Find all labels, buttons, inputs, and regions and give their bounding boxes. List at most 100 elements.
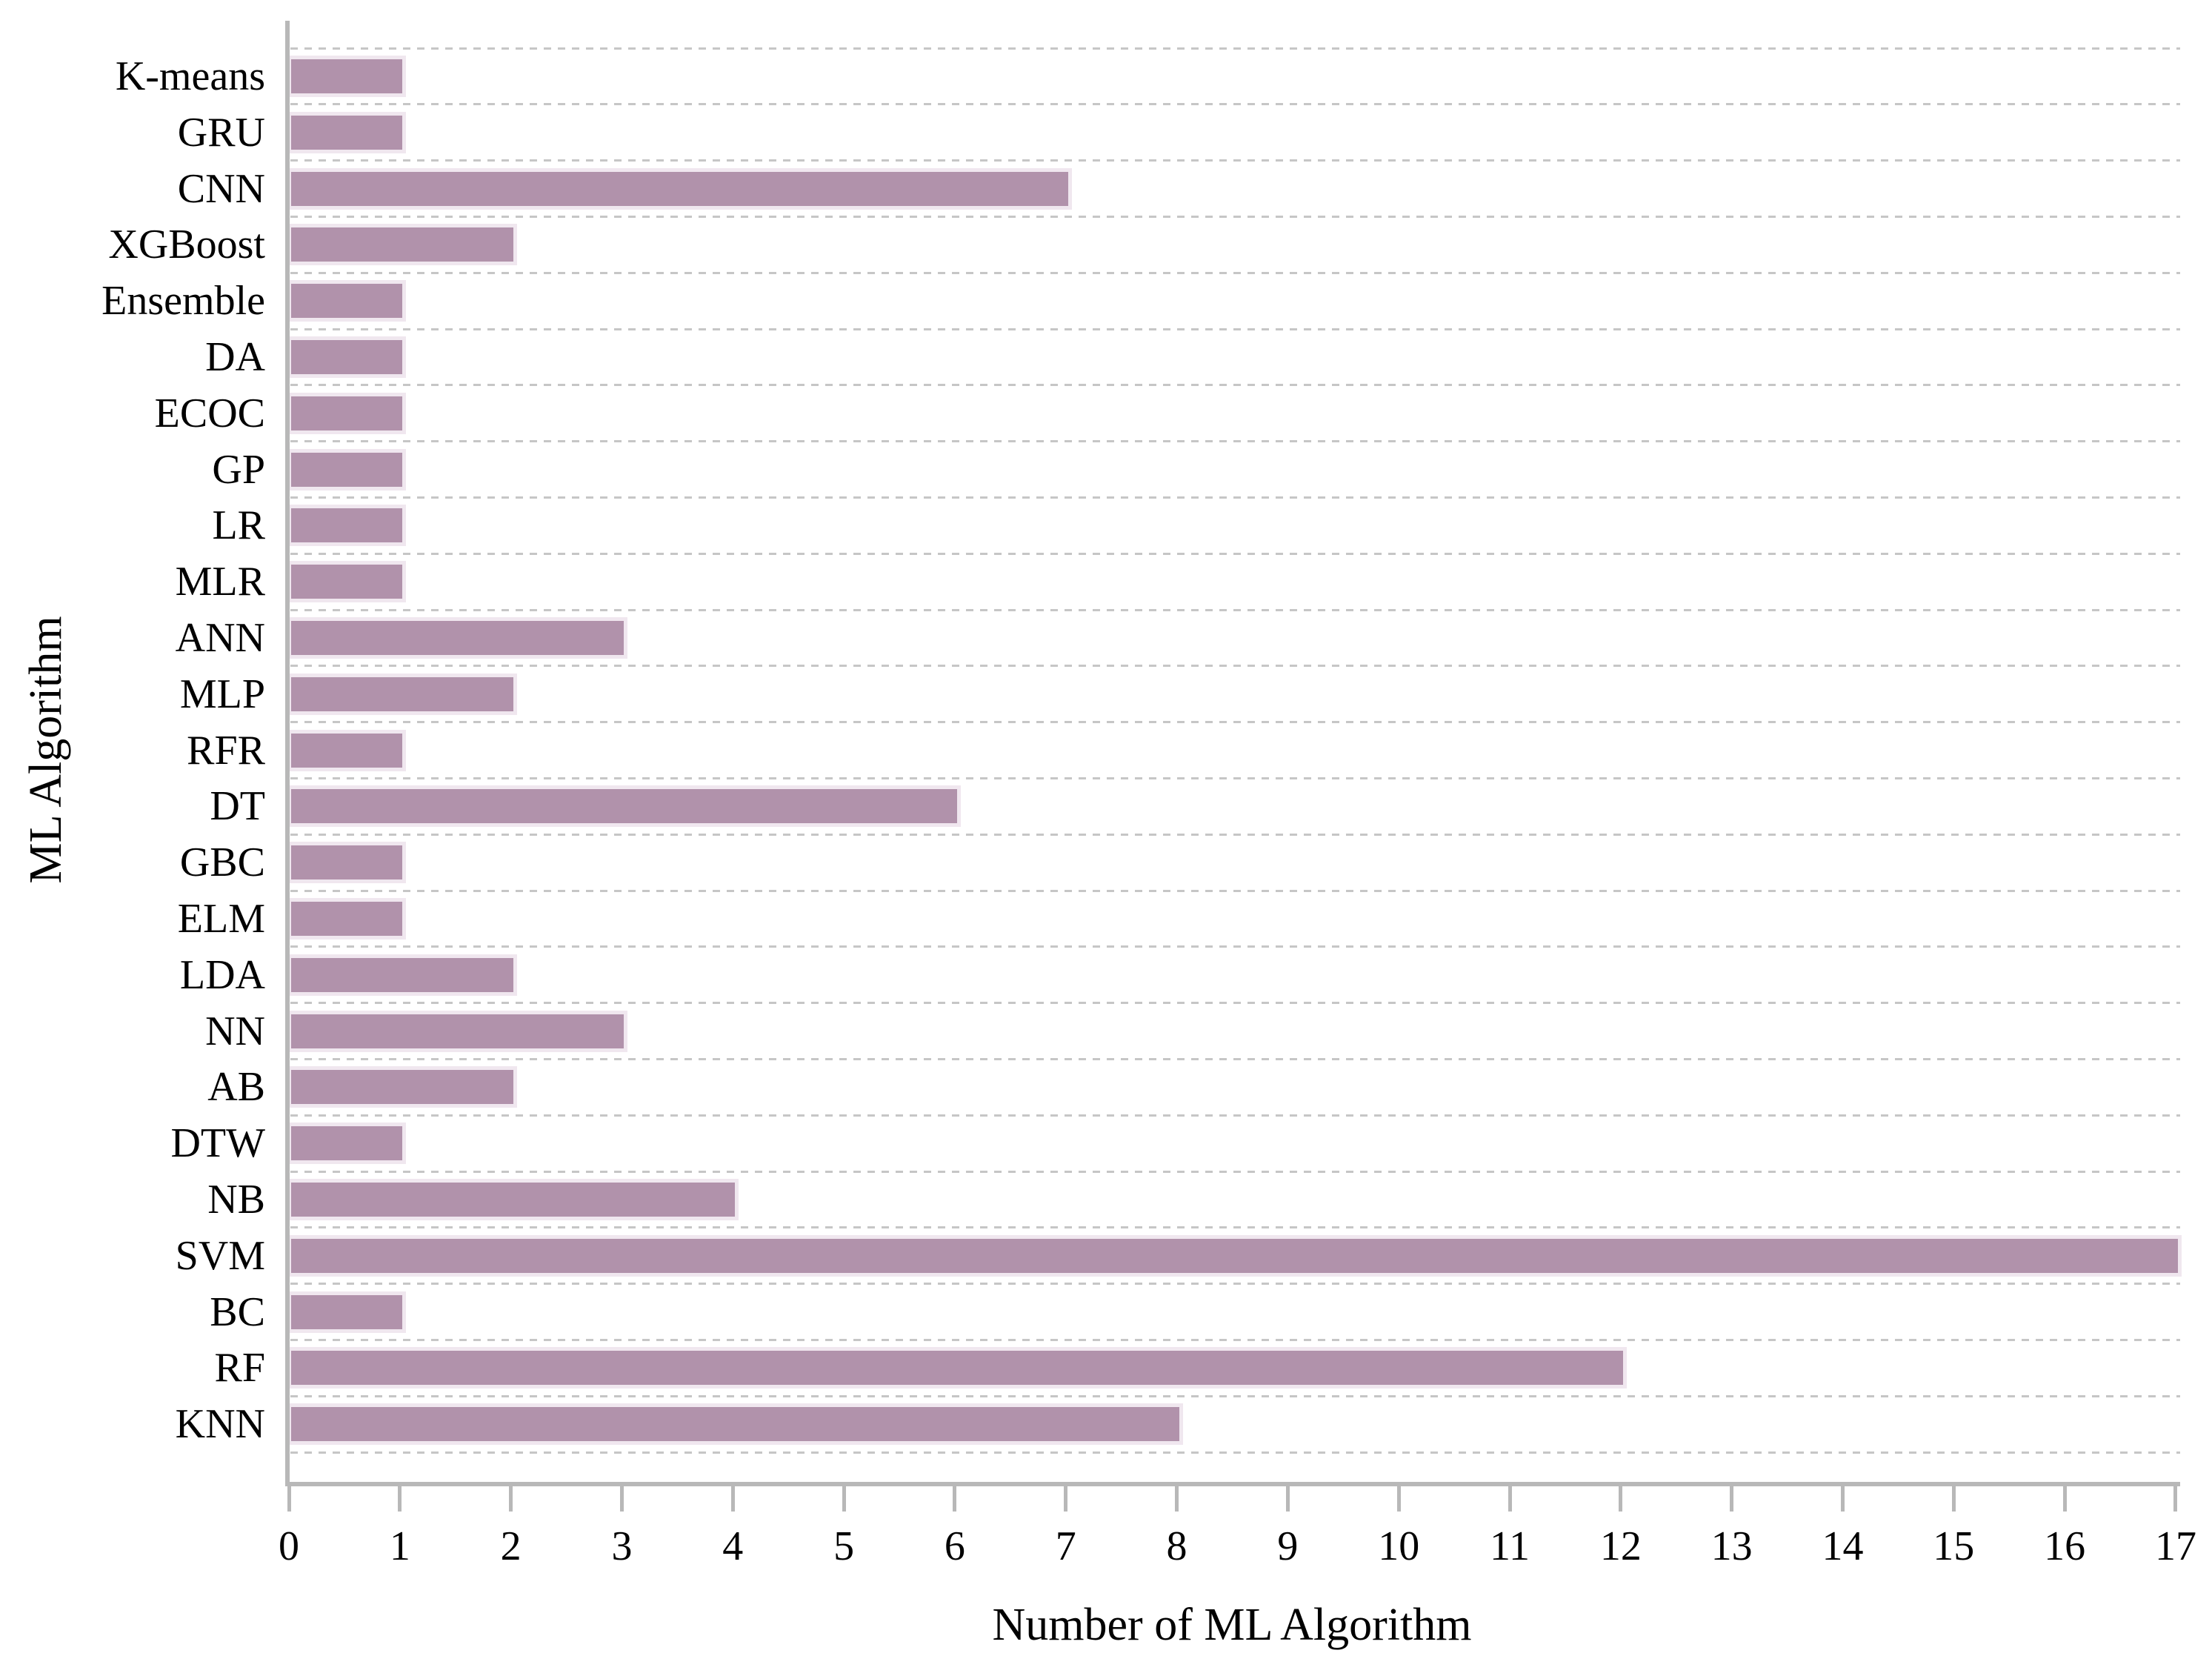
bar-knn — [291, 1407, 1179, 1442]
bar-rf — [291, 1351, 1623, 1386]
gridline — [290, 889, 2180, 892]
x-tick-label-9: 9 — [1277, 1523, 1299, 1569]
gridline — [290, 1394, 2180, 1397]
bar-gp — [291, 452, 402, 487]
x-tick-label-8: 8 — [1166, 1523, 1187, 1569]
category-label-nb: NB — [207, 1176, 265, 1223]
bar-bc — [291, 1294, 402, 1329]
bar-dt — [291, 789, 957, 824]
x-tick-label-10: 10 — [1378, 1523, 1420, 1569]
bar-svm — [291, 1238, 2178, 1273]
category-label-gp: GP — [212, 446, 265, 493]
category-label-gbc: GBC — [179, 839, 265, 886]
gridline — [290, 1283, 2180, 1286]
gridline — [290, 665, 2180, 668]
x-tick-label-1: 1 — [389, 1523, 410, 1569]
x-tick-5 — [842, 1486, 846, 1512]
x-tick-label-6: 6 — [944, 1523, 965, 1569]
bar-rfr — [291, 733, 402, 768]
category-label-bc: BC — [210, 1288, 265, 1335]
category-label-svm: SVM — [175, 1232, 265, 1279]
bar-mlr — [291, 565, 402, 599]
category-label-dtw: DTW — [170, 1120, 265, 1167]
x-tick-label-5: 5 — [833, 1523, 855, 1569]
x-tick-13 — [1730, 1486, 1734, 1512]
category-label-xgboost: XGBoost — [108, 222, 265, 268]
gridline — [290, 215, 2180, 218]
x-tick-label-7: 7 — [1055, 1523, 1076, 1569]
gridline — [290, 159, 2180, 162]
bar-da — [291, 339, 402, 374]
category-label-rfr: RFR — [187, 727, 265, 774]
gridline — [290, 327, 2180, 330]
gridline — [290, 833, 2180, 836]
x-tick-label-3: 3 — [611, 1523, 633, 1569]
x-tick-11 — [1508, 1486, 1512, 1512]
bar-cnn — [291, 171, 1068, 206]
x-tick-3 — [619, 1486, 624, 1512]
category-label-knn: KNN — [175, 1401, 265, 1448]
x-tick-label-17: 17 — [2154, 1523, 2196, 1569]
x-tick-4 — [730, 1486, 735, 1512]
bar-lr — [291, 508, 402, 543]
category-label-dt: DT — [210, 783, 265, 830]
gridline — [290, 440, 2180, 443]
gridline — [290, 945, 2180, 948]
gridline — [290, 1002, 2180, 1005]
x-tick-12 — [1619, 1486, 1623, 1512]
category-label-k-means: K-means — [115, 53, 265, 99]
bar-xgboost — [291, 227, 513, 262]
category-label-ann: ANN — [175, 614, 265, 661]
category-label-nn: NN — [205, 1008, 265, 1054]
category-label-gru: GRU — [177, 109, 265, 156]
category-label-da: DA — [205, 333, 265, 380]
category-label-mlr: MLR — [175, 559, 265, 605]
category-label-elm: ELM — [177, 895, 265, 942]
bar-elm — [291, 901, 402, 936]
x-tick-9 — [1285, 1486, 1290, 1512]
bar-nb — [291, 1182, 736, 1217]
x-axis-title: Number of ML Algorithm — [992, 1600, 1472, 1650]
gridline — [290, 103, 2180, 106]
x-tick-label-16: 16 — [2044, 1523, 2086, 1569]
gridline — [290, 608, 2180, 611]
bar-ab — [291, 1070, 513, 1105]
x-tick-label-13: 13 — [1710, 1523, 1753, 1569]
category-label-lda: LDA — [179, 951, 265, 998]
bar-gbc — [291, 845, 402, 880]
category-label-mlp: MLP — [179, 671, 265, 717]
gridline — [290, 552, 2180, 555]
gridline — [290, 721, 2180, 724]
x-tick-6 — [953, 1486, 957, 1512]
category-label-cnn: CNN — [177, 165, 265, 212]
bar-k-means — [291, 59, 402, 93]
gridline — [290, 1170, 2180, 1173]
x-tick-10 — [1396, 1486, 1401, 1512]
x-tick-label-11: 11 — [1490, 1523, 1530, 1569]
gridline — [290, 384, 2180, 387]
bar-mlp — [291, 676, 513, 711]
bar-lda — [291, 957, 513, 992]
gridline — [290, 47, 2180, 50]
gridline — [290, 1226, 2180, 1229]
category-label-ab: AB — [207, 1064, 265, 1111]
category-label-rf: RF — [214, 1345, 266, 1391]
x-tick-label-2: 2 — [500, 1523, 522, 1569]
category-label-ecoc: ECOC — [154, 390, 265, 436]
x-tick-label-12: 12 — [1599, 1523, 1642, 1569]
x-tick-2 — [509, 1486, 513, 1512]
category-label-ensemble: Ensemble — [101, 278, 265, 325]
x-tick-label-0: 0 — [279, 1523, 299, 1569]
x-tick-7 — [1064, 1486, 1068, 1512]
x-tick-label-4: 4 — [722, 1523, 744, 1569]
gridline — [290, 271, 2180, 274]
x-tick-16 — [2062, 1486, 2067, 1512]
x-tick-14 — [1840, 1486, 1845, 1512]
bar-dtw — [291, 1126, 402, 1161]
x-tick-0 — [287, 1486, 291, 1512]
gridline — [290, 1451, 2180, 1454]
category-label-lr: LR — [212, 502, 265, 549]
gridline — [290, 777, 2180, 779]
x-tick-17 — [2173, 1486, 2178, 1512]
